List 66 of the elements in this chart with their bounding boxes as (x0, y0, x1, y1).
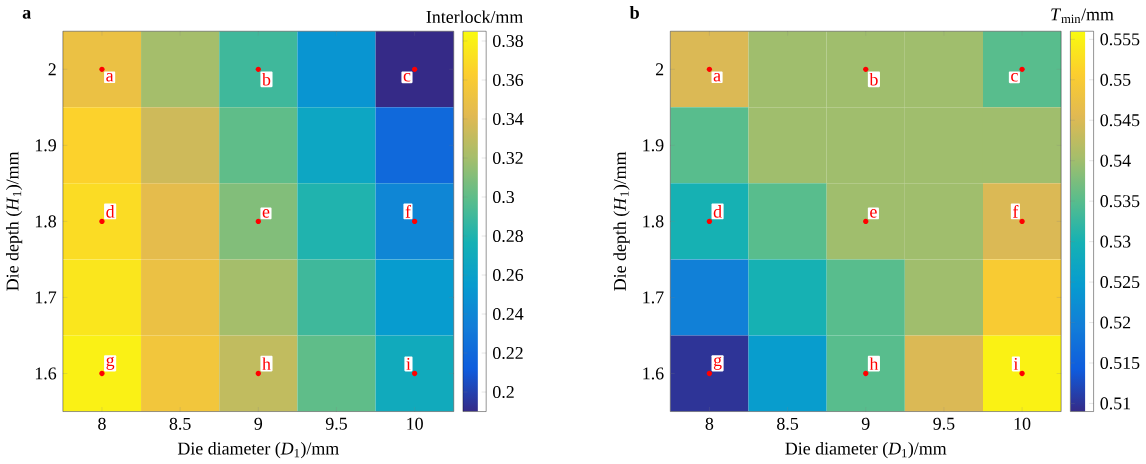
color-bar-label: 0.555 (1100, 33, 1140, 46)
color-bar-label: 0.3 (493, 190, 515, 203)
color-bar-label: 0.22 (493, 346, 523, 360)
color-bar-label: 0.51 (1100, 397, 1131, 410)
x-axis-title: Die diameter (D$_{1}$)/mm (785, 441, 947, 459)
y-tick-label: 2 (655, 63, 664, 76)
color-bar-label: 0.545 (1100, 114, 1140, 127)
y-tick-label: 1.9 (35, 139, 56, 152)
color-bar-label: 0.34 (493, 112, 524, 125)
color-bar-label: 0.54 (1100, 154, 1131, 167)
annotation: c (403, 72, 411, 82)
y-tick-label: 2 (48, 63, 56, 76)
annotation: i (1013, 357, 1019, 370)
color-bar-label: 0.36 (493, 73, 524, 86)
y-tick-label: 1.7 (35, 291, 57, 304)
y-tick-label: 1.8 (643, 215, 664, 228)
x-tick-label: 8.5 (777, 417, 799, 430)
color-bar-label: 0.535 (1100, 194, 1140, 208)
x-tick-label: 10 (1014, 417, 1031, 430)
annotation: g (106, 356, 115, 370)
y-axis-title: Die depth (H$_{1}$)/mm (5, 151, 23, 291)
annotation: g (713, 356, 722, 370)
annotation: a (713, 72, 721, 82)
annotation: b (869, 72, 878, 86)
color-bar-title: Interlock/mm (426, 10, 523, 23)
color-bar-label: 0.53 (1100, 235, 1131, 248)
color-bar-label: 0.525 (1100, 275, 1140, 289)
color-bar-label: 0.32 (493, 151, 523, 164)
annotation: e (870, 208, 877, 218)
color-bar-label: 0.55 (1100, 73, 1131, 86)
y-tick-label: 1.6 (643, 367, 664, 380)
y-tick-label: 1.7 (643, 291, 664, 304)
color-bar-title: T$_{min}$/mm (1051, 8, 1114, 23)
color-bar-label: 0.26 (493, 268, 524, 281)
annotation: i (406, 357, 411, 370)
y-axis-title: Die depth (H$_{1}$)/mm (613, 151, 630, 291)
color-bar-label: 0.52 (1100, 316, 1131, 329)
x-tick-label: 9 (861, 417, 870, 430)
x-tick-label: 8 (705, 417, 714, 430)
annotation: d (713, 205, 722, 218)
chart-title: b (629, 5, 639, 19)
y-tick-label: 1.8 (35, 215, 57, 228)
annotation: h (262, 357, 271, 370)
color-bar-label: 0.24 (493, 307, 524, 320)
x-tick-label: 9.5 (325, 417, 347, 430)
color-bar-label: 0.28 (493, 229, 523, 242)
annotation: f (405, 205, 411, 218)
color-bar-label: 0.515 (1100, 356, 1140, 369)
y-tick-label: 1.9 (643, 139, 664, 152)
annotation: b (262, 72, 271, 86)
annotation: f (1012, 205, 1019, 218)
x-tick-label: 9.5 (933, 417, 955, 430)
y-tick-label: 1.6 (35, 367, 57, 380)
chart-title: a (22, 9, 31, 19)
annotation: h (869, 357, 879, 370)
x-tick-label: 8 (98, 417, 106, 430)
annotation: a (106, 72, 114, 82)
annotation: d (106, 205, 115, 218)
x-axis-title: Die diameter (D$_{1}$)/mm (177, 441, 339, 459)
annotation: c (1011, 72, 1018, 82)
x-tick-label: 9 (254, 417, 263, 430)
color-bar-label: 0.2 (493, 385, 514, 399)
x-tick-label: 10 (407, 417, 423, 430)
x-tick-label: 8.5 (169, 417, 191, 430)
annotation: e (262, 208, 270, 218)
color-bar-label: 0.38 (493, 34, 523, 47)
